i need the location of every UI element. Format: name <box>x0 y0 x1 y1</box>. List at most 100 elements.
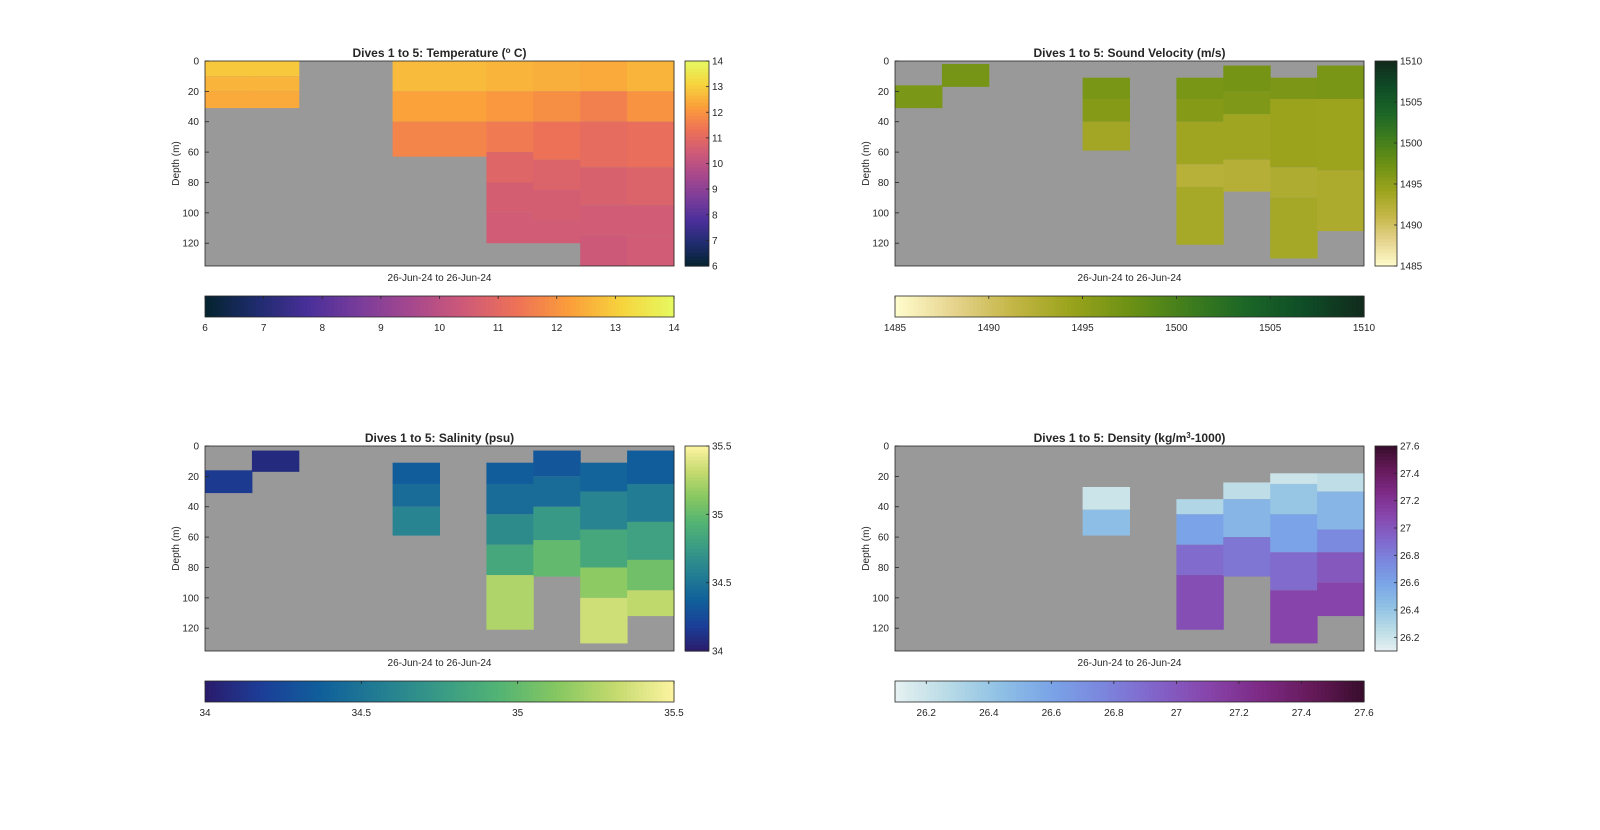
density-hcolorbar-segment <box>1023 681 1029 702</box>
salinity-hcolorbar-segment <box>623 681 628 702</box>
density-colorbar-segment <box>1375 637 1397 642</box>
temperature-hcolorbar-segment <box>408 296 413 317</box>
sound-velocity-cell <box>1176 187 1224 245</box>
sound-velocity-hcolorbar-segment <box>1004 296 1009 317</box>
salinity-hcolorbar-segment <box>361 681 366 702</box>
density-colorbar-segment <box>1375 616 1397 621</box>
density-colorbar-segment <box>1375 551 1397 556</box>
salinity-hcolorbar-segment <box>451 681 456 702</box>
sound-velocity-colorbar-tick-label: 1500 <box>1400 139 1423 150</box>
sound-velocity-colorbar-segment <box>1375 173 1397 178</box>
density-colorbar-tick-label: 26.6 <box>1400 578 1420 589</box>
sound-velocity-hcolorbar-segment <box>918 296 923 317</box>
sound-velocity-ylabel: Depth (m) <box>861 141 872 185</box>
density-hcolorbar-segment <box>930 681 935 702</box>
salinity-colorbar-segment <box>685 517 709 522</box>
salinity-hcolorbar-segment <box>427 681 433 702</box>
salinity-hcolorbar-segment <box>474 681 480 702</box>
density-hcolorbar-segment <box>996 681 1002 702</box>
density-xlabel: 26-Jun-24 to 26-Jun-24 <box>1078 658 1182 669</box>
sound-velocity-hcolorbar-segment <box>1176 296 1181 317</box>
density-hcolorbar-segment <box>1094 681 1099 702</box>
temperature-hcolorbar-segment <box>529 296 534 317</box>
salinity-colorbar-segment <box>685 446 709 451</box>
sound-velocity-colorbar-segment <box>1375 166 1397 171</box>
salinity-hcolorbar-segment <box>369 681 374 702</box>
sound-velocity-colorbar-segment <box>1375 105 1397 110</box>
temperature-hcolorbar-segment <box>466 296 472 317</box>
temperature-hcolorbar-segment <box>419 296 425 317</box>
sound-velocity-hcolorbar-segment <box>980 296 986 317</box>
density-colorbar-segment <box>1375 487 1397 492</box>
temperature-colorbar-segment <box>685 248 709 253</box>
temperature-hcolorbar-segment <box>478 296 484 317</box>
sound-velocity-colorbar-segment <box>1375 136 1397 141</box>
density-colorbar-tick-label: 27 <box>1400 524 1412 535</box>
sound-velocity-hcolorbar-segment <box>1141 296 1146 317</box>
temperature-cell <box>580 167 628 206</box>
density-colorbar-segment <box>1375 647 1397 652</box>
sound-velocity-colorbar-segment <box>1375 163 1397 168</box>
density-colorbar-segment <box>1375 623 1397 628</box>
salinity-hcolorbar-segment <box>470 681 476 702</box>
temperature-colorbar-segment <box>685 252 709 257</box>
temperature-colorbar-segment <box>685 262 709 267</box>
temperature-hcolorbar-segment <box>322 296 327 317</box>
sound-velocity-cells <box>895 64 1365 259</box>
sound-velocity-colorbar-segment <box>1375 88 1397 93</box>
salinity-cell <box>533 476 581 507</box>
salinity-colorbar-segment <box>685 599 709 604</box>
salinity-colorbar-segment <box>685 592 709 597</box>
density-colorbar-segment <box>1375 446 1397 451</box>
density-colorbar-segment <box>1375 627 1397 632</box>
density-hcolorbar-segment <box>1289 681 1295 702</box>
temperature-cell <box>205 61 253 77</box>
sound-velocity-colorbar-segment <box>1375 98 1397 103</box>
salinity-hcolorbar-segment <box>584 681 589 702</box>
density-hcolorbar-segment <box>1160 681 1166 702</box>
salinity-colorbar-segment <box>685 565 709 570</box>
sound-velocity-hcolorbar-segment <box>922 296 927 317</box>
salinity-hcolorbar-segment <box>627 681 632 702</box>
temperature-hcolorbar-segment <box>533 296 538 317</box>
salinity-hcolorbar-segment <box>435 681 441 702</box>
sound-velocity-hcolorbar-segment <box>1219 296 1224 317</box>
sound-velocity-hcolorbar-segment <box>1203 296 1209 317</box>
sound-velocity-colorbar-segment <box>1375 235 1397 240</box>
salinity-hcolorbar-segment <box>666 681 671 702</box>
temperature-colorbar-segment <box>685 228 709 233</box>
sound-velocity-hcolorbar-segment <box>1086 296 1092 317</box>
sound-velocity-hcolorbar-segment <box>1246 296 1252 317</box>
temperature-hcolorbar-tick-label: 6 <box>202 323 208 334</box>
salinity-colorbar-segment <box>685 603 709 608</box>
sound-velocity-cell <box>1082 77 1130 99</box>
density-hcolorbar-box <box>894 680 1365 703</box>
density-colorbar-segment <box>1375 596 1397 601</box>
sound-velocity-colorbar-segment <box>1375 119 1397 124</box>
sound-velocity-colorbar-segment <box>1375 252 1397 257</box>
salinity-colorbar-segment <box>685 548 709 553</box>
sound-velocity-hcolorbar-segment <box>977 296 982 317</box>
density-cell <box>1317 582 1365 617</box>
density-hcolorbar-tick-label: 27 <box>1171 708 1183 719</box>
temperature-hcolorbar-segment <box>212 296 218 317</box>
salinity-colorbar-segment <box>685 449 709 454</box>
salinity-hcolorbar-tick-label: 35 <box>512 708 524 719</box>
temperature-hcolorbar-segment <box>396 296 402 317</box>
density-hcolorbar-tick-label: 26.2 <box>917 708 937 719</box>
temperature-hcolorbar-segment <box>455 296 460 317</box>
temperature-ytick-label: 60 <box>188 148 200 159</box>
sound-velocity-hcolorbar-segment <box>1266 296 1271 317</box>
density-colorbar-tick-label: 27.6 <box>1400 442 1420 453</box>
density-cell <box>1176 499 1224 515</box>
temperature-hcolorbar-tick-label: 11 <box>493 323 504 334</box>
sound-velocity-hcolorbar-segment <box>1301 296 1306 317</box>
temperature-hcolorbar-segment <box>654 296 659 317</box>
temperature-colorbar-segment <box>685 156 709 161</box>
density-cell <box>1270 590 1318 644</box>
density-hcolorbar-segment <box>1082 681 1088 702</box>
sound-velocity-hcolorbar-segment <box>1281 296 1287 317</box>
temperature-hcolorbar-segment <box>279 296 284 317</box>
sound-velocity-colorbar-segment <box>1375 184 1397 189</box>
density-colorbar-segment <box>1375 548 1397 553</box>
